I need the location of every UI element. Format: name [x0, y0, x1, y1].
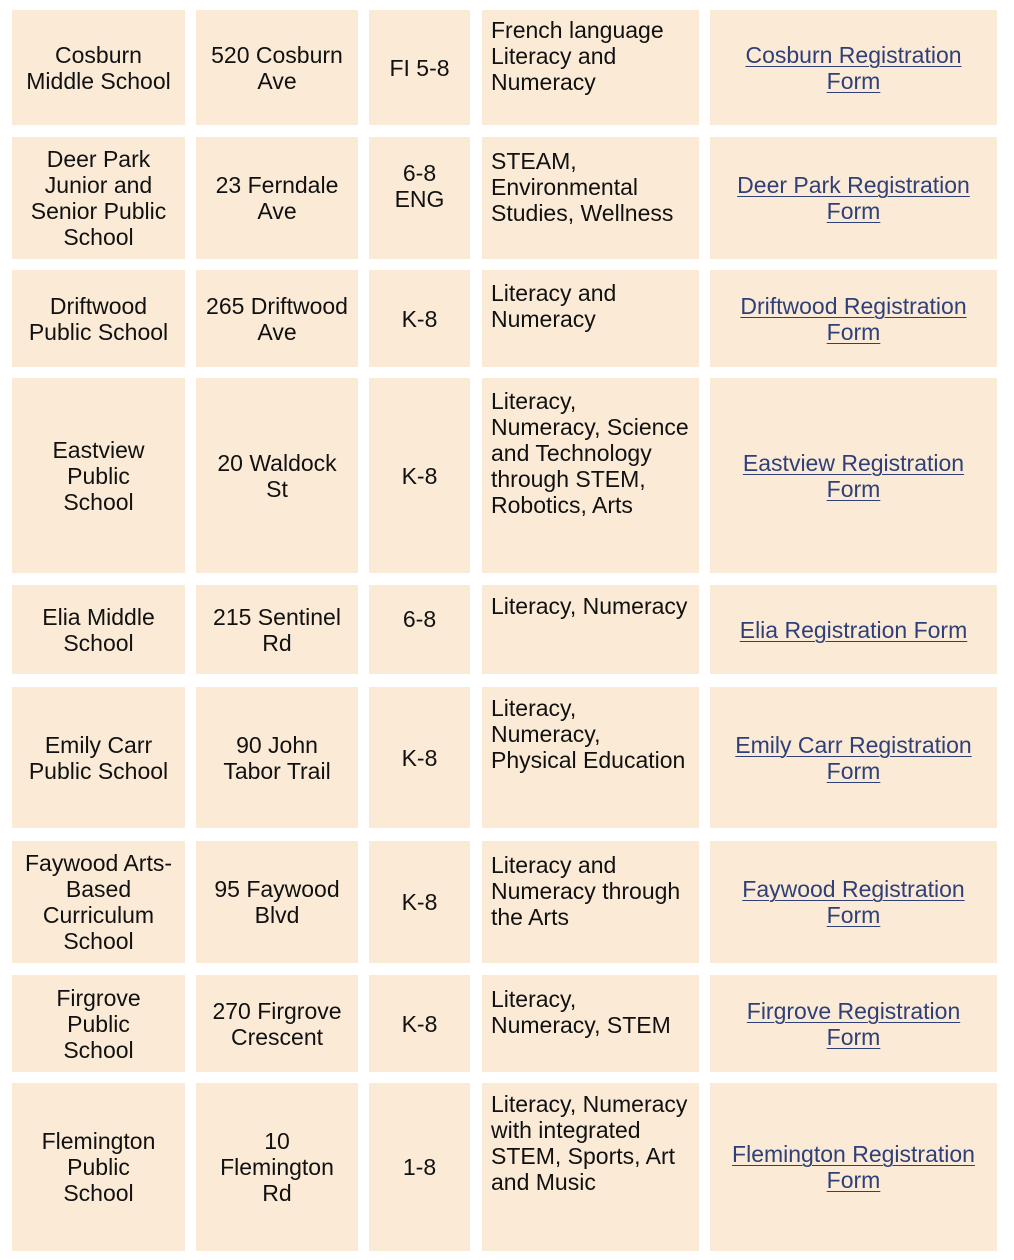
school-address: 20 Waldock St: [217, 449, 337, 502]
school-name: Elia Middle School: [42, 603, 155, 656]
school-address-cell: 20 Waldock St: [196, 378, 358, 573]
school-address: 265 Driftwood Ave: [206, 292, 348, 345]
school-name-cell: Emily Carr Public School: [12, 687, 185, 828]
school-focus: Literacy and Numeracy through the Arts: [491, 852, 681, 930]
school-focus-cell: Literacy, Numeracy, Physical Education: [482, 687, 699, 828]
school-address: 270 Firgrove Crescent: [212, 997, 342, 1050]
registration-link-cell: Eastview Registration Form: [710, 378, 997, 573]
school-address: 90 John Tabor Trail: [223, 731, 331, 784]
school-name: Emily Carr Public School: [28, 731, 169, 784]
registration-link-cell: Cosburn Registration Form: [710, 10, 997, 125]
school-grades-cell: K-8: [369, 270, 470, 367]
school-address-cell: 265 Driftwood Ave: [196, 270, 358, 367]
school-grades-cell: 6-8: [369, 585, 470, 674]
school-name-cell: Firgrove Public School: [12, 975, 185, 1072]
school-grades: 6-8 ENG: [394, 160, 445, 212]
school-name: Cosburn Middle School: [26, 41, 171, 94]
school-grades: 6-8: [402, 606, 437, 632]
school-name: Driftwood Public School: [28, 292, 169, 345]
school-focus: Literacy, Numeracy, Physical Education: [491, 695, 686, 773]
school-name-cell: Cosburn Middle School: [12, 10, 185, 125]
school-name: Flemington Public School: [41, 1128, 156, 1206]
school-focus-cell: Literacy and Numeracy: [482, 270, 699, 367]
school-focus: Literacy and Numeracy: [491, 280, 617, 332]
school-focus: French language Literacy and Numeracy: [491, 17, 664, 95]
registration-form-link[interactable]: Flemington Registration Form: [732, 1141, 975, 1193]
school-address: 23 Ferndale Ave: [215, 172, 339, 224]
school-grades-cell: 1-8: [369, 1083, 470, 1251]
school-grades: 1-8: [402, 1154, 437, 1180]
school-name-cell: Eastview Public School: [12, 378, 185, 573]
school-focus-cell: Literacy and Numeracy through the Arts: [482, 841, 699, 963]
school-name: Deer Park Junior and Senior Public Schoo…: [30, 146, 167, 250]
school-focus-cell: Literacy, Numeracy: [482, 585, 699, 674]
school-focus: Literacy, Numeracy, Science and Technolo…: [491, 388, 689, 518]
registration-link-cell: Driftwood Registration Form: [710, 270, 997, 367]
school-address-cell: 270 Firgrove Crescent: [196, 975, 358, 1072]
school-focus-cell: French language Literacy and Numeracy: [482, 10, 699, 125]
school-name: Firgrove Public School: [56, 984, 141, 1063]
school-grades-cell: K-8: [369, 841, 470, 963]
school-address-cell: 10 Flemington Rd: [196, 1083, 358, 1251]
school-grades-cell: K-8: [369, 687, 470, 828]
school-name-cell: Elia Middle School: [12, 585, 185, 674]
school-focus: Literacy, Numeracy, STEM: [491, 986, 671, 1038]
school-focus: Literacy, Numeracy: [491, 593, 688, 619]
registration-form-link[interactable]: Driftwood Registration Form: [740, 292, 967, 345]
registration-form-link[interactable]: Elia Registration Form: [739, 616, 968, 643]
registration-link-cell: Deer Park Registration Form: [710, 137, 997, 259]
school-grades: K-8: [401, 462, 438, 489]
school-address: 95 Faywood Blvd: [214, 876, 340, 928]
registration-form-link[interactable]: Faywood Registration Form: [742, 876, 965, 928]
school-name-cell: Driftwood Public School: [12, 270, 185, 367]
registration-form-link[interactable]: Deer Park Registration Form: [737, 172, 970, 224]
school-address-cell: 23 Ferndale Ave: [196, 137, 358, 259]
registration-link-cell: Elia Registration Form: [710, 585, 997, 674]
school-grades: K-8: [401, 889, 438, 915]
school-grades: FI 5-8: [389, 54, 450, 81]
school-focus-cell: Literacy, Numeracy, STEM: [482, 975, 699, 1072]
school-address-cell: 90 John Tabor Trail: [196, 687, 358, 828]
registration-form-link[interactable]: Cosburn Registration Form: [745, 41, 962, 94]
registration-link-cell: Firgrove Registration Form: [710, 975, 997, 1072]
school-address-cell: 95 Faywood Blvd: [196, 841, 358, 963]
school-grades-cell: K-8: [369, 975, 470, 1072]
school-focus: Literacy, Numeracy with integrated STEM,…: [491, 1091, 688, 1195]
school-focus: STEAM, Environmental Studies, Wellness: [491, 148, 674, 226]
school-grades: K-8: [401, 1010, 438, 1037]
school-address: 215 Sentinel Rd: [213, 603, 341, 656]
school-focus-cell: Literacy, Numeracy with integrated STEM,…: [482, 1083, 699, 1251]
registration-link-cell: Faywood Registration Form: [710, 841, 997, 963]
registration-link-cell: Flemington Registration Form: [710, 1083, 997, 1251]
registration-link-cell: Emily Carr Registration Form: [710, 687, 997, 828]
school-grades-cell: FI 5-8: [369, 10, 470, 125]
school-focus-cell: Literacy, Numeracy, Science and Technolo…: [482, 378, 699, 573]
school-address-cell: 215 Sentinel Rd: [196, 585, 358, 674]
school-focus-cell: STEAM, Environmental Studies, Wellness: [482, 137, 699, 259]
school-name-cell: Deer Park Junior and Senior Public Schoo…: [12, 137, 185, 259]
school-grades-cell: 6-8 ENG: [369, 137, 470, 259]
registration-form-link[interactable]: Firgrove Registration Form: [746, 997, 961, 1050]
registration-form-link[interactable]: Eastview Registration Form: [742, 449, 965, 502]
registration-form-link[interactable]: Emily Carr Registration Form: [735, 731, 972, 784]
school-name: Eastview Public School: [52, 436, 145, 515]
school-name-cell: Faywood Arts-Based Curriculum School: [12, 841, 185, 963]
school-address-cell: 520 Cosburn Ave: [196, 10, 358, 125]
school-address: 10 Flemington Rd: [220, 1128, 334, 1206]
school-grades: K-8: [401, 744, 438, 771]
school-name-cell: Flemington Public School: [12, 1083, 185, 1251]
school-grades: K-8: [401, 305, 438, 332]
school-grades-cell: K-8: [369, 378, 470, 573]
school-name: Faywood Arts-Based Curriculum School: [25, 850, 172, 954]
school-address: 520 Cosburn Ave: [211, 41, 343, 94]
